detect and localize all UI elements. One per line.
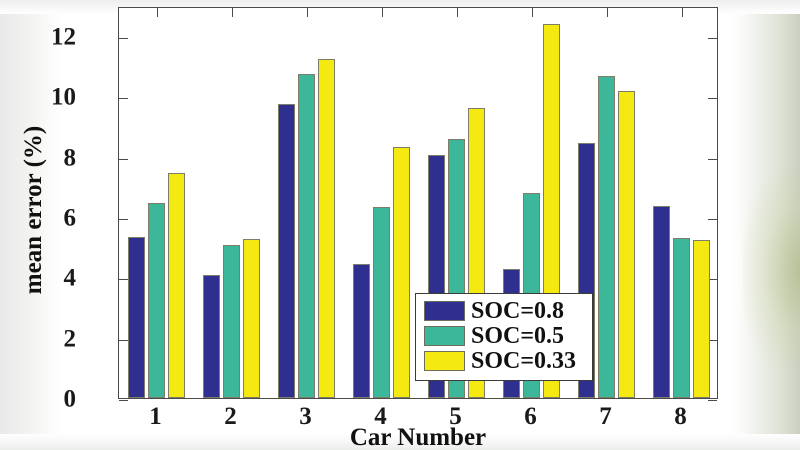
bar (353, 263, 370, 398)
bar (618, 91, 635, 398)
legend-item: SOC=0.33 (424, 349, 586, 373)
y-axis-tick-label: 0 (63, 385, 77, 413)
bar (318, 58, 335, 398)
y-axis-tick-label: 6 (63, 204, 77, 232)
y-axis-tick-mark (708, 279, 717, 281)
bar (298, 73, 315, 398)
legend-label: SOC=0.33 (471, 348, 577, 374)
y-axis-tick-label: 4 (63, 264, 77, 292)
x-axis-tick-mark (231, 8, 233, 17)
legend-color-swatch (424, 301, 465, 321)
bar (168, 172, 185, 398)
y-axis-tick-mark (708, 98, 717, 100)
y-axis-tick-label: 2 (63, 325, 77, 353)
legend-color-swatch (424, 326, 465, 346)
bar (223, 244, 240, 398)
bar (373, 206, 390, 398)
x-axis-tick-label: 1 (149, 403, 162, 430)
legend-item: SOC=0.5 (424, 324, 586, 348)
bar (128, 236, 145, 398)
legend-label: SOC=0.5 (471, 323, 565, 349)
bar (203, 274, 220, 398)
x-axis-title: Car Number (349, 424, 487, 450)
x-axis-tick-label: 2 (224, 403, 237, 430)
legend-item: SOC=0.8 (424, 299, 586, 323)
y-axis-tick-label: 12 (51, 23, 76, 51)
x-axis-tick-mark (681, 8, 683, 17)
x-axis-tick-mark (456, 8, 458, 17)
bar (673, 238, 690, 398)
x-axis-tick-mark (531, 8, 533, 17)
x-axis-tick-label: 5 (449, 403, 462, 430)
legend-label: SOC=0.8 (471, 298, 565, 324)
y-axis-tick-label: 10 (51, 83, 76, 111)
y-axis-tick-mark (708, 38, 717, 40)
y-axis-tick-mark (119, 279, 128, 281)
bar (393, 146, 410, 398)
bar (653, 206, 670, 398)
y-axis-tick-label: 8 (63, 144, 77, 172)
y-axis-tick-mark (119, 400, 128, 401)
x-axis-tick-mark (306, 8, 308, 17)
bar (278, 104, 295, 398)
y-axis-tick-mark (708, 400, 717, 401)
x-axis-tick-label: 3 (299, 403, 312, 430)
x-axis-tick-mark (381, 8, 383, 17)
y-axis-tick-mark (119, 158, 128, 160)
bar (693, 240, 710, 398)
y-axis-tick-mark (119, 98, 128, 100)
y-axis-tick-mark (119, 38, 128, 40)
bar (148, 202, 165, 398)
y-axis-tick-mark (708, 158, 717, 160)
left-edge-blur (0, 0, 62, 450)
x-axis-tick-label: 6 (524, 403, 537, 430)
y-axis-tick-mark (708, 219, 717, 221)
legend-color-swatch (424, 351, 465, 371)
y-axis-tick-mark (119, 219, 128, 221)
x-axis-tick-label: 7 (599, 403, 612, 430)
legend: SOC=0.8 SOC=0.5 SOC=0.33 (415, 293, 593, 381)
bar (243, 239, 260, 398)
x-axis-tick-label: 4 (374, 403, 387, 430)
x-axis-tick-mark (606, 8, 608, 17)
legend-rows: SOC=0.8 SOC=0.5 SOC=0.33 (424, 299, 586, 373)
bottom-edge-blur (0, 434, 800, 450)
y-axis-tick-mark (119, 339, 128, 341)
right-edge-blur (732, 0, 800, 450)
x-axis-tick-label: 8 (674, 403, 687, 430)
y-axis-tick-mark (708, 339, 717, 341)
x-axis-tick-mark (156, 8, 158, 17)
bar (598, 75, 615, 398)
